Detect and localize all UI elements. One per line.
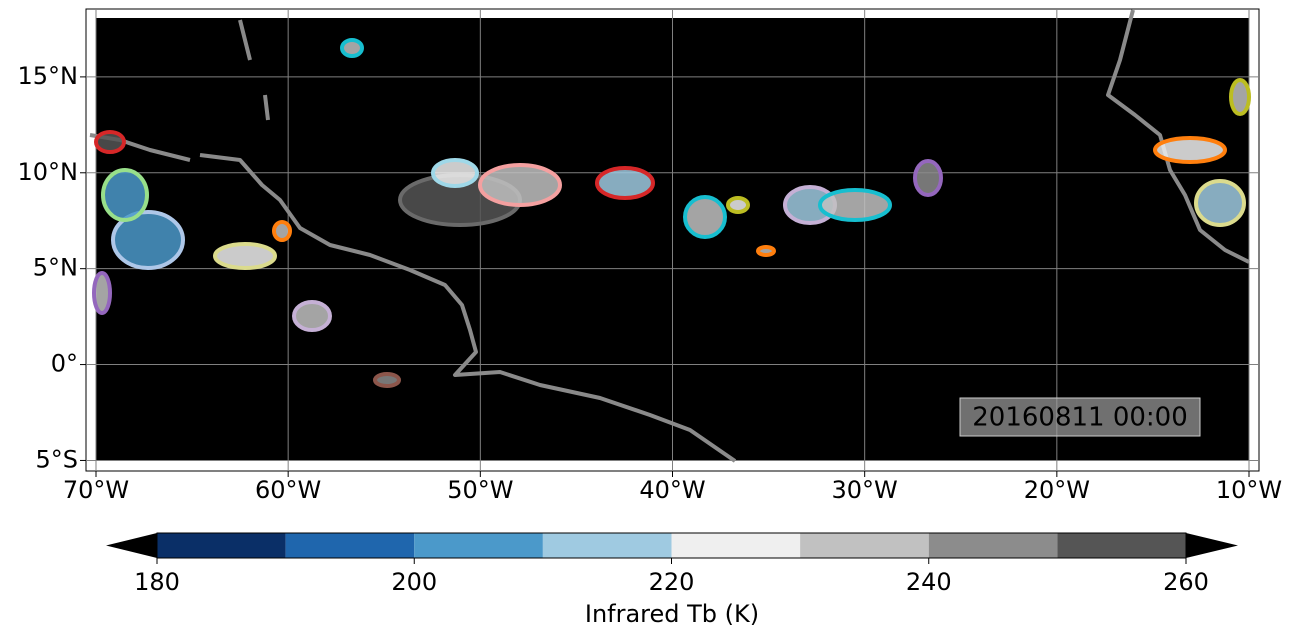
colorbar-segment [800,533,929,558]
timestamp-box [959,397,1201,437]
colorbar-segment [542,533,672,558]
colorbar-segment [671,533,801,558]
colorbar-segment [1057,533,1186,558]
cloud [913,159,943,197]
colorbar-tick-label: 220 [649,568,695,596]
cloud [818,188,892,222]
cloud [726,196,750,214]
colorbar-tick-label: 200 [391,568,437,596]
x-tick-label: 50°W [447,476,513,504]
colorbar-extend-over [1186,533,1238,558]
x-tick-label: 30°W [832,476,898,504]
colorbar-segment [285,533,415,558]
cloud [431,158,479,188]
x-tick-label: 20°W [1024,476,1090,504]
cloud [94,130,126,154]
colorbar-segment [157,533,286,558]
colorbar-segment [928,533,1058,558]
cloud [1229,78,1251,116]
cloud [1194,179,1246,227]
y-tick-label: 5°N [33,254,78,282]
x-tick-label: 10°W [1216,476,1282,504]
colorbar-extend-under [106,533,157,558]
colorbar-tick-label: 260 [1163,568,1209,596]
cloud [340,38,364,58]
cloud [683,195,727,239]
y-tick-label: 10°N [18,158,79,186]
cloud [292,300,332,332]
cloud [1153,136,1227,164]
colorbar-label: Infrared Tb (K) [585,600,759,628]
cloud [478,163,562,207]
cloud [101,168,149,222]
cloud [213,242,277,270]
colorbar: 180 200 220 240 260 [106,532,1238,596]
colorbar-segment [414,533,543,558]
cloud [595,166,655,200]
y-tick-label: 0° [51,350,78,378]
colorbar-tick-label: 180 [134,568,180,596]
colorbar-tick-label: 240 [906,568,952,596]
cloud [373,372,401,388]
cloud [756,245,776,257]
coastline [238,19,270,121]
x-tick-label: 70°W [63,476,129,504]
coastline [199,153,737,463]
cloud [92,271,112,315]
axes: 70°W 60°W 50°W 40°W 30°W 20°W 10°W 5°S 0° 5°N 10°N… [18,62,1283,504]
x-tick-label: 40°W [639,476,705,504]
cloud [111,210,185,270]
x-tick-label: 60°W [255,476,321,504]
y-tick-label: 5°S [35,445,78,473]
y-tick-label: 15°N [18,62,79,90]
cloud-contours [92,38,1251,388]
cloud [272,220,292,242]
timestamp: 20160811 00:00 [972,403,1188,433]
